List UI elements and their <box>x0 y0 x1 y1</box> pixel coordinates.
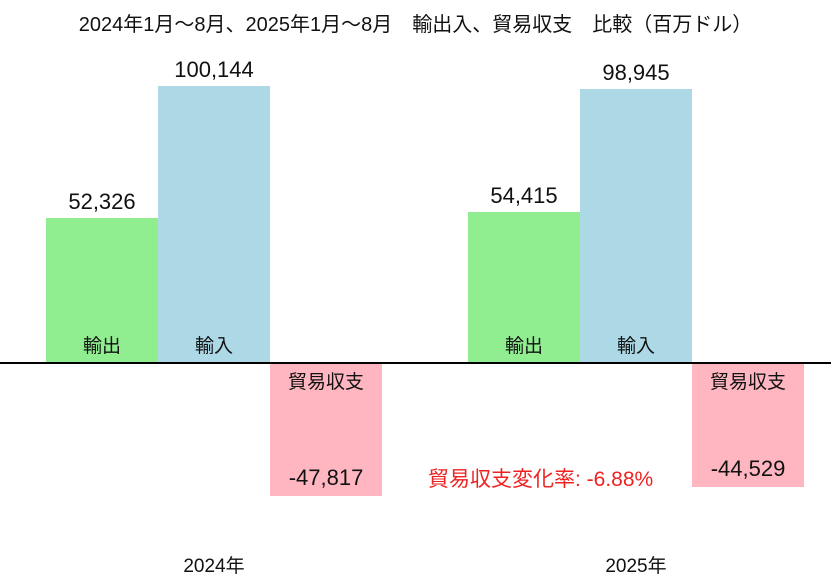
chart-title: 2024年1月〜8月、2025年1月〜8月 輸出入、貿易収支 比較（百万ドル） <box>78 14 753 36</box>
category-label-2024: 2024年 <box>183 556 245 577</box>
import-bar-label-2025: 輸入 <box>616 336 655 357</box>
trade-balance-bar-label-2024: 貿易収支 <box>287 372 364 393</box>
import-value-2025: 98,945 <box>602 60 670 85</box>
trade-balance-bar-2024: 貿易収支 -47,817 <box>270 364 382 496</box>
import-value-2024: 100,144 <box>174 57 254 82</box>
trade-balance-bar-label-2025: 貿易収支 <box>709 372 786 393</box>
category-label-2025: 2025年 <box>605 556 667 577</box>
export-bar-label-2024: 輸出 <box>82 336 121 357</box>
zero-axis-line <box>0 362 831 364</box>
trade-balance-change-annotation: 貿易収支変化率: -6.88% <box>428 468 654 491</box>
import-bar-2024: 100,144 輸入 <box>158 57 270 363</box>
trade-balance-value-2025: -44,529 <box>710 456 786 481</box>
trade-balance-value-2024: -47,817 <box>288 465 364 490</box>
export-bar-label-2025: 輸出 <box>504 336 543 357</box>
export-value-2025: 54,415 <box>490 183 558 208</box>
export-value-2024: 52,326 <box>68 189 136 214</box>
export-bar-2024: 52,326 輸出 <box>46 189 158 363</box>
import-bar-label-2024: 輸入 <box>194 336 233 357</box>
export-bar-2025: 54,415 輸出 <box>468 183 580 363</box>
import-bar-2025: 98,945 輸入 <box>580 60 692 363</box>
trade-balance-bar-2025: 貿易収支 -44,529 <box>692 364 804 487</box>
